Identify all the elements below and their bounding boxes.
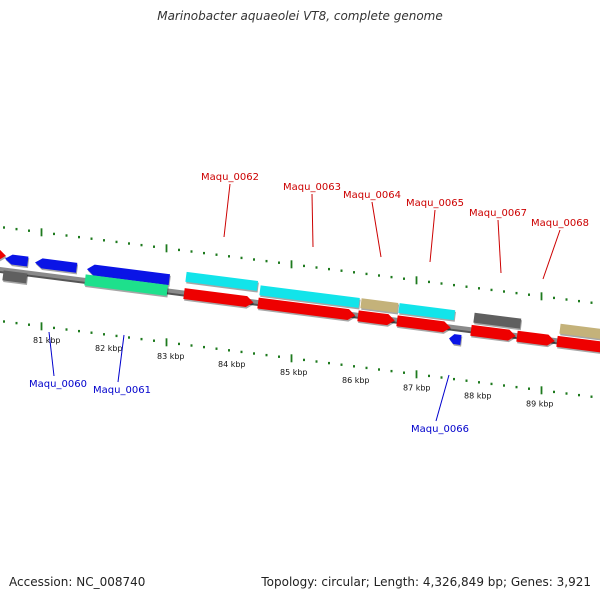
gene-label-top[interactable]: Maqu_0067 (469, 208, 527, 219)
label-leader-top (429, 209, 436, 263)
gene-arrow-maqu-0063[interactable] (257, 297, 357, 323)
gene-label-top[interactable]: Maqu_0063 (283, 182, 341, 193)
scale-label: 83 kbp (157, 352, 185, 361)
gene-label-top[interactable]: Maqu_0062 (201, 172, 259, 183)
gene-arrow-maqu-0065[interactable] (396, 315, 452, 334)
gene-arrow-maqu-0067-cds[interactable] (473, 312, 523, 331)
gene-arrow-forward[interactable] (0, 248, 7, 263)
gene-arrow-maqu-0064[interactable] (357, 310, 396, 327)
gene-arrow-maqu-0066[interactable] (448, 334, 463, 347)
map-title: Marinobacter aquaeolei VT8, complete gen… (157, 9, 443, 23)
label-leader-top (311, 193, 314, 248)
gene-arrow-maqu-0061[interactable] (86, 264, 171, 287)
gene-arrow-maqu-0068[interactable] (556, 335, 600, 355)
gene-arrow-forward[interactable] (516, 330, 556, 348)
gene-label-bottom[interactable]: Maqu_0066 (411, 424, 469, 435)
gene-arrow-maqu-0062-cds[interactable] (185, 271, 259, 293)
gene-label-top[interactable]: Maqu_0064 (343, 190, 401, 201)
scale-label: 84 kbp (218, 360, 246, 369)
gene-arrow-maqu-0063-cds[interactable] (259, 285, 361, 310)
scale-label: 86 kbp (342, 376, 370, 385)
gene-arrow-maqu-0065-cds[interactable] (398, 303, 456, 322)
gene-arrow-maqu-0068-cds[interactable] (559, 323, 600, 342)
scale-label: 87 kbp (403, 384, 431, 393)
label-leader-bottom (48, 331, 55, 377)
gene-arrow-pseudo[interactable] (2, 270, 29, 286)
scale-label: 89 kbp (526, 399, 554, 408)
gene-label-top[interactable]: Maqu_0065 (406, 198, 464, 209)
label-leader-top (542, 229, 561, 280)
label-leader-top (497, 219, 502, 274)
label-leader-top (223, 183, 231, 238)
label-leader-bottom (117, 334, 125, 383)
label-leader-top (371, 201, 382, 258)
gene-label-bottom[interactable]: Maqu_0061 (93, 385, 151, 396)
genome-stats-text: Topology: circular; Length: 4,326,849 bp… (261, 575, 591, 589)
gene-arrow-reverse[interactable] (4, 254, 30, 269)
scale-label: 82 kbp (95, 344, 123, 353)
gene-arrow-maqu-0060-rna[interactable] (84, 274, 169, 298)
gene-arrow-reverse[interactable] (34, 258, 79, 275)
gene-label-top[interactable]: Maqu_0068 (531, 218, 589, 229)
gene-label-bottom[interactable]: Maqu_0060 (29, 379, 87, 390)
scale-label: 81 kbp (33, 336, 61, 345)
accession-text: Accession: NC_008740 (9, 575, 146, 589)
scale-label: 85 kbp (280, 368, 308, 377)
gene-arrow-maqu-0064-cds[interactable] (360, 298, 400, 315)
gene-arrow-maqu-0067[interactable] (470, 324, 517, 343)
scale-label: 88 kbp (464, 391, 492, 400)
gene-arrow-maqu-0062[interactable] (183, 288, 255, 309)
label-leader-bottom (435, 374, 450, 422)
